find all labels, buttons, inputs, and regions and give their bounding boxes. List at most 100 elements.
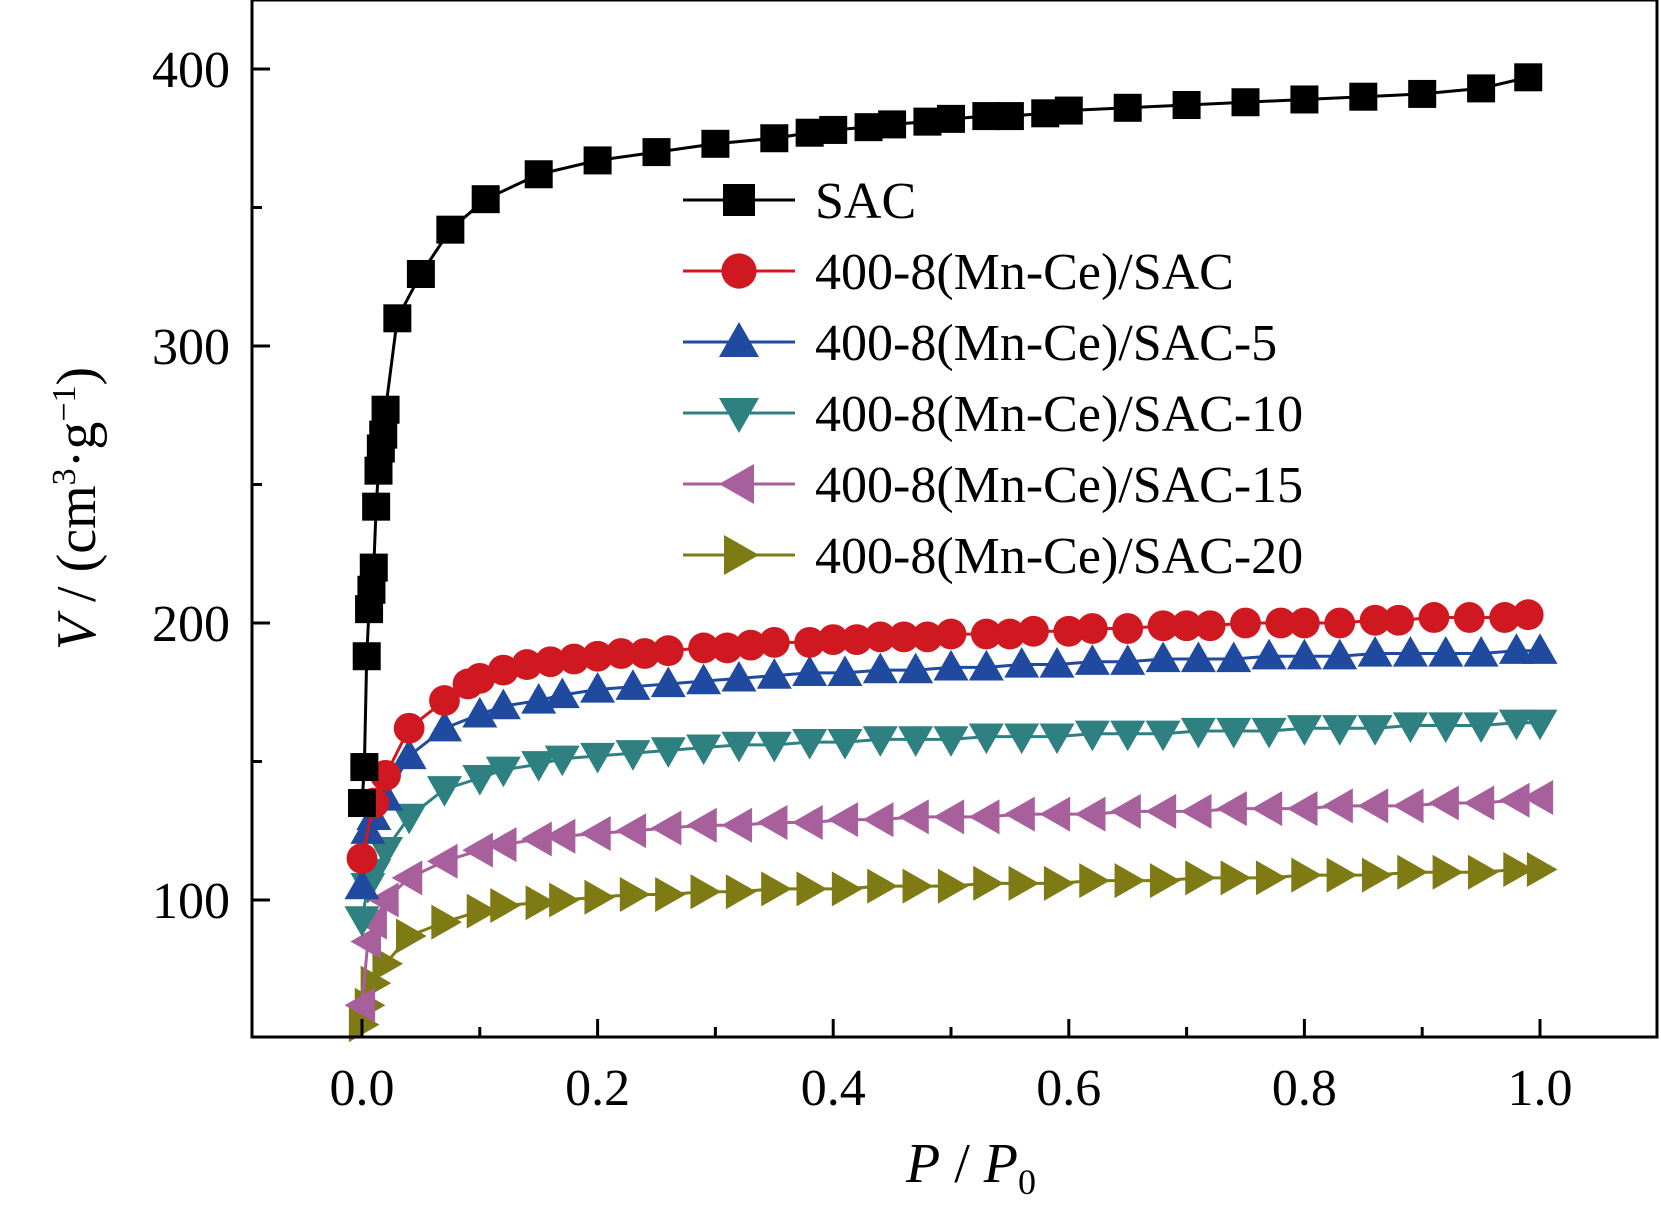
data-point xyxy=(525,885,557,921)
legend-marker xyxy=(719,398,759,433)
data-point xyxy=(1291,857,1322,893)
data-point xyxy=(686,663,722,695)
data-point xyxy=(1392,712,1428,743)
data-point xyxy=(827,728,863,760)
y-tick-label: 100 xyxy=(152,873,230,930)
data-point xyxy=(1324,607,1356,639)
x-axis-title-sub: 0 xyxy=(1018,1162,1036,1202)
data-point xyxy=(1432,854,1464,890)
data-point xyxy=(831,871,863,907)
data-point xyxy=(1463,785,1495,821)
data-point xyxy=(1251,791,1283,827)
data-point xyxy=(792,655,828,686)
data-point xyxy=(1185,860,1216,896)
data-point xyxy=(1498,782,1530,818)
data-point xyxy=(1392,788,1424,824)
data-point xyxy=(395,918,427,954)
data-point xyxy=(933,649,969,681)
x-tick-label: 0.8 xyxy=(1272,1060,1337,1117)
data-point xyxy=(1265,607,1297,639)
data-point xyxy=(652,635,684,667)
data-point xyxy=(1231,88,1260,117)
y-axis-title-mid: ·g xyxy=(46,422,108,469)
data-point xyxy=(406,259,435,288)
data-point xyxy=(721,660,757,692)
legend-label: 400-8(Mn-Ce)/SAC-20 xyxy=(815,528,1303,585)
data-point xyxy=(619,876,651,912)
data-point xyxy=(471,185,500,214)
data-point xyxy=(933,799,965,835)
y-axis-title-unit: / (cm xyxy=(46,485,108,616)
data-point xyxy=(650,666,686,698)
data-point xyxy=(721,731,757,763)
data-point xyxy=(1463,635,1499,667)
data-point xyxy=(878,110,907,139)
data-point xyxy=(642,138,671,167)
data-point xyxy=(1172,91,1201,120)
data-point xyxy=(827,655,863,686)
data-point xyxy=(972,102,1001,131)
data-point xyxy=(1428,712,1464,743)
data-point xyxy=(758,626,790,658)
data-point xyxy=(937,104,965,133)
series-1 xyxy=(346,599,1544,874)
data-point xyxy=(1522,780,1554,816)
data-point xyxy=(1180,717,1216,749)
data-point xyxy=(356,904,387,940)
data-point xyxy=(841,624,873,656)
data-point xyxy=(1171,610,1202,642)
data-point xyxy=(1112,613,1144,644)
data-point xyxy=(686,807,717,843)
data-point xyxy=(1180,641,1216,673)
data-point xyxy=(1145,720,1181,752)
data-point xyxy=(650,737,686,768)
data-point xyxy=(615,813,647,849)
plot-frame xyxy=(250,0,1659,1039)
data-point xyxy=(1251,638,1287,670)
data-point xyxy=(462,764,498,796)
data-point xyxy=(368,882,399,918)
data-point xyxy=(867,868,898,904)
data-point xyxy=(1428,785,1459,821)
data-point xyxy=(605,638,637,669)
data-point xyxy=(580,816,611,852)
legend-label: 400-8(Mn-Ce)/SAC xyxy=(815,244,1234,301)
data-point xyxy=(582,640,613,672)
data-point xyxy=(1408,79,1437,108)
data-point xyxy=(1230,607,1261,639)
data-point xyxy=(1043,865,1075,901)
data-point xyxy=(1357,715,1393,746)
legend-item: 400-8(Mn-Ce)/SAC-5 xyxy=(683,315,1277,372)
data-point xyxy=(521,751,557,782)
data-point xyxy=(864,621,896,653)
data-point xyxy=(1322,788,1353,824)
y-axis-title: V / (cm3·g−1) xyxy=(46,367,108,650)
data-point xyxy=(464,663,496,694)
data-point xyxy=(1512,599,1544,631)
data-point xyxy=(1074,720,1110,752)
data-point xyxy=(1114,863,1146,899)
x-tick-label: 1.0 xyxy=(1508,1060,1573,1117)
x-tick-label: 0.4 xyxy=(801,1060,866,1117)
data-point xyxy=(995,102,1024,131)
data-point xyxy=(1290,85,1319,114)
data-point xyxy=(1467,74,1496,103)
data-point xyxy=(898,799,929,835)
data-point xyxy=(1322,715,1358,746)
y-tick-label: 300 xyxy=(152,319,230,376)
data-point xyxy=(1216,791,1247,827)
data-point xyxy=(1498,633,1534,664)
series-4 xyxy=(344,780,1554,1023)
data-point xyxy=(1149,863,1181,899)
data-point xyxy=(1326,857,1358,893)
data-point xyxy=(511,649,543,680)
data-point xyxy=(544,818,576,854)
data-point xyxy=(1418,602,1450,633)
data-point xyxy=(819,115,848,144)
legend-item: 400-8(Mn-Ce)/SAC-15 xyxy=(683,457,1303,514)
series-3 xyxy=(344,709,1558,937)
data-point xyxy=(711,632,743,664)
data-point xyxy=(1110,793,1141,829)
data-point xyxy=(344,868,380,900)
